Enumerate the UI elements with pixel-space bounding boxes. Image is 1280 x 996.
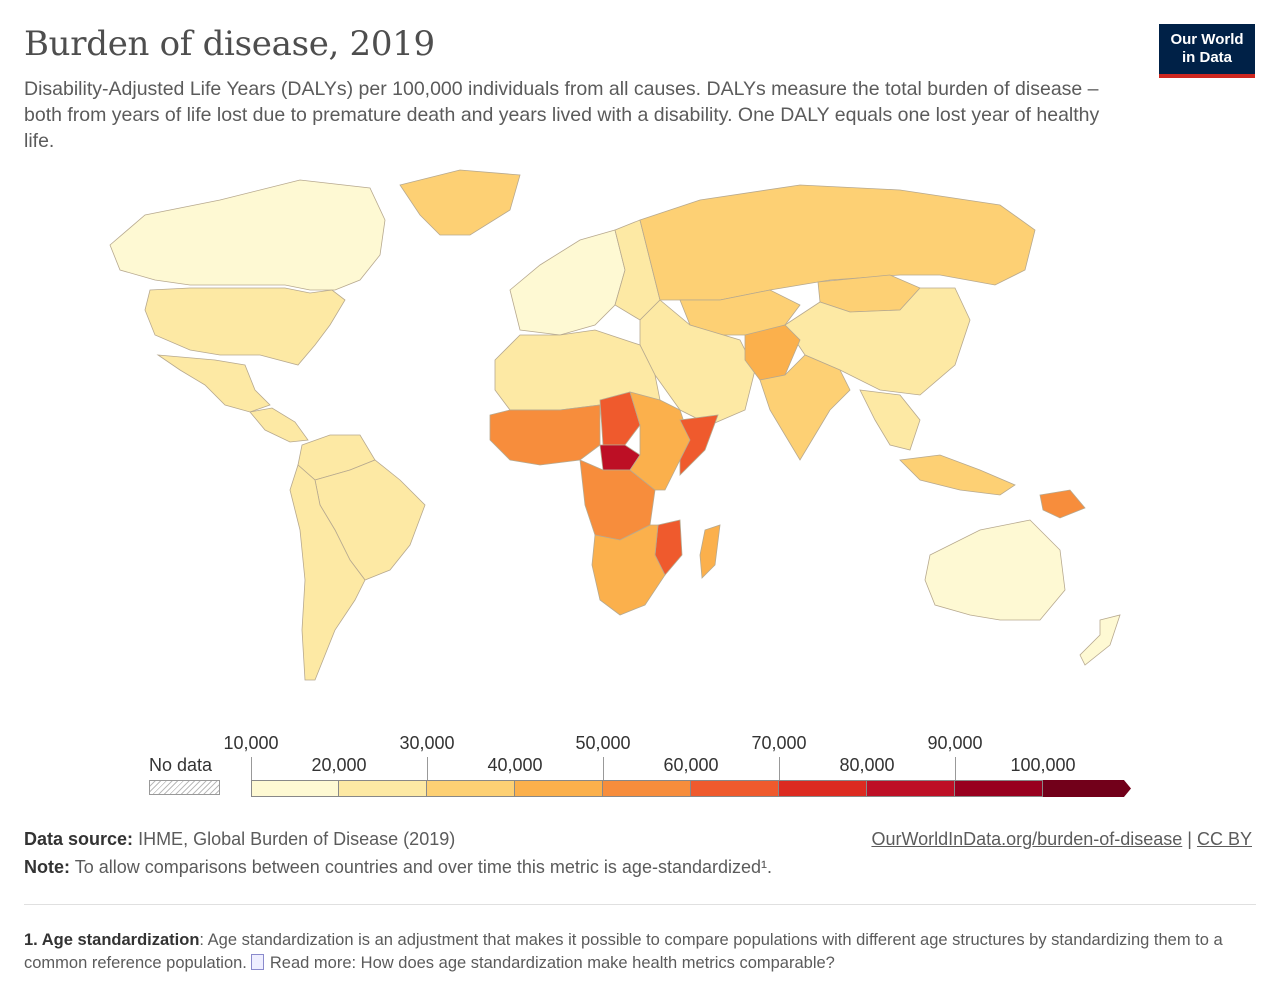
chart-subtitle: Disability-Adjusted Life Years (DALYs) p… xyxy=(24,78,1100,152)
region-new-zealand[interactable] xyxy=(1079,614,1121,666)
footer-divider xyxy=(24,904,1256,905)
no-data-label: No data xyxy=(149,755,213,775)
legend-label-upper-5: 90,000 xyxy=(927,733,983,753)
read-more-link[interactable]: Read more: How does age standardization … xyxy=(269,954,835,972)
region-australia[interactable] xyxy=(924,519,1066,621)
legend-tick xyxy=(779,757,780,780)
legend-bin[interactable] xyxy=(1043,780,1131,797)
legend-label-lower-4: 80,000 xyxy=(839,755,895,775)
source-text: IHME, Global Burden of Disease (2019) xyxy=(138,829,456,849)
legend-bin[interactable] xyxy=(779,780,867,797)
legend-label-upper-3: 50,000 xyxy=(575,733,631,753)
legend-label-lower-1: 20,000 xyxy=(311,755,367,775)
source-link: OurWorldInData.org/burden-of-disease | C… xyxy=(871,829,1252,850)
legend-tick xyxy=(251,757,252,780)
legend-bin[interactable] xyxy=(867,780,955,797)
legend-bin[interactable] xyxy=(251,780,339,797)
world-map xyxy=(109,169,1121,681)
legend-tick xyxy=(427,757,428,780)
region-madagascar[interactable] xyxy=(699,524,721,579)
logo-line-2: in Data xyxy=(1181,49,1232,66)
legend-bin[interactable] xyxy=(603,780,691,797)
legend-bin[interactable] xyxy=(515,780,603,797)
footnote-label: 1. Age standardization xyxy=(24,931,200,949)
region-north-africa[interactable] xyxy=(494,329,661,411)
footnote-text: : Age standardization is an adjustment t… xyxy=(24,931,1223,972)
region-indonesia[interactable] xyxy=(899,454,1016,496)
region-greenland[interactable] xyxy=(399,169,521,236)
region-southern-africa[interactable] xyxy=(591,524,666,616)
region-canada[interactable] xyxy=(109,179,386,291)
chart-title: Burden of disease, 2019 xyxy=(24,24,435,64)
region-east-africa[interactable] xyxy=(629,391,691,491)
region-somalia[interactable] xyxy=(679,414,719,476)
legend-label-lower-2: 40,000 xyxy=(487,755,543,775)
legend-tick xyxy=(955,757,956,780)
no-data-swatch xyxy=(149,780,220,795)
legend-label-lower-3: 60,000 xyxy=(663,755,719,775)
note-label: Note: xyxy=(24,857,70,877)
legend-tick xyxy=(603,757,604,780)
document-icon xyxy=(250,954,264,970)
link-separator: | xyxy=(1187,829,1192,849)
data-source: Data source: IHME, Global Burden of Dise… xyxy=(24,829,455,850)
source-label: Data source: xyxy=(24,829,134,849)
region-southeast-asia[interactable] xyxy=(859,389,921,451)
license-link[interactable]: CC BY xyxy=(1196,829,1252,849)
region-chad[interactable] xyxy=(599,391,641,446)
legend-label-lower-5: 100,000 xyxy=(1010,755,1076,775)
note: Note: To allow comparisons between count… xyxy=(24,857,772,878)
legend-label-upper-1: 10,000 xyxy=(223,733,279,753)
region-mexico[interactable] xyxy=(156,354,271,413)
legend-bin[interactable] xyxy=(427,780,515,797)
legend-label-upper-4: 70,000 xyxy=(751,733,807,753)
legend-label-upper-2: 30,000 xyxy=(399,733,455,753)
note-text: To allow comparisons between countries a… xyxy=(74,857,773,877)
region-india[interactable] xyxy=(759,354,851,461)
footnote: 1. Age standardization: Age standardizat… xyxy=(24,929,1224,975)
legend-bin[interactable] xyxy=(955,780,1043,797)
region-western-europe[interactable] xyxy=(509,229,626,336)
region-south-america-south[interactable] xyxy=(289,464,366,681)
legend-bin[interactable] xyxy=(339,780,427,797)
color-legend: No data 10,000 30,000 50,000 70,000 90,0… xyxy=(0,728,1280,808)
region-west-africa[interactable] xyxy=(489,404,601,466)
legend-bin[interactable] xyxy=(691,780,779,797)
region-usa[interactable] xyxy=(144,287,346,366)
owid-url-link[interactable]: OurWorldInData.org/burden-of-disease xyxy=(871,829,1183,849)
region-central-america[interactable] xyxy=(249,407,309,443)
region-png[interactable] xyxy=(1039,489,1086,519)
region-russia[interactable] xyxy=(639,184,1036,301)
owid-logo[interactable]: Our World in Data xyxy=(1159,24,1255,78)
logo-line-1: Our World xyxy=(1170,31,1244,48)
